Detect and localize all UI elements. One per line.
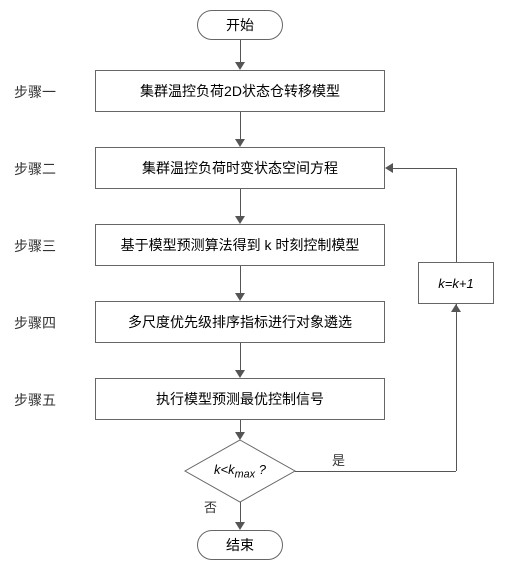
arrowhead-icon xyxy=(235,522,245,530)
end-label: 结束 xyxy=(226,535,254,555)
increment-label: k=k+1 xyxy=(438,276,473,291)
step5-node: 执行模型预测最优控制信号 xyxy=(95,378,385,420)
step-label-2: 步骤二 xyxy=(14,159,56,179)
edge-step4-step5 xyxy=(240,343,241,370)
arrowhead-icon xyxy=(235,139,245,147)
step4-node: 多尺度优先级排序指标进行对象遴选 xyxy=(95,301,385,343)
step5-text: 执行模型预测最优控制信号 xyxy=(156,389,324,409)
edge-right-up-to-inc xyxy=(456,304,457,471)
end-node: 结束 xyxy=(197,530,283,560)
arrowhead-left-icon xyxy=(385,163,393,173)
edge-start-step1 xyxy=(240,40,241,62)
step-label-3: 步骤三 xyxy=(14,236,56,256)
arrowhead-icon xyxy=(235,216,245,224)
edge-step2-step3 xyxy=(240,189,241,216)
arrowhead-icon xyxy=(235,432,245,440)
arrowhead-icon xyxy=(235,62,245,70)
start-node: 开始 xyxy=(197,10,283,40)
step3-text: 基于模型预测算法得到 k 时刻控制模型 xyxy=(121,235,360,255)
step-label-4: 步骤四 xyxy=(14,313,56,333)
edge-step3-step4 xyxy=(240,266,241,293)
step3-node: 基于模型预测算法得到 k 时刻控制模型 xyxy=(95,224,385,266)
edge-step1-step2 xyxy=(240,112,241,139)
branch-no-label: 否 xyxy=(204,497,217,516)
step-label-1: 步骤一 xyxy=(14,82,56,102)
arrowhead-icon xyxy=(235,370,245,378)
edge-inc-left xyxy=(393,168,456,169)
increment-node: k=k+1 xyxy=(418,262,494,304)
step4-text: 多尺度优先级排序指标进行对象遴选 xyxy=(128,312,352,332)
edge-decision-end xyxy=(240,502,241,522)
step2-node: 集群温控负荷时变状态空间方程 xyxy=(95,147,385,189)
edge-decision-right xyxy=(295,471,456,472)
step-label-5: 步骤五 xyxy=(14,390,56,410)
arrowhead-up-icon xyxy=(451,304,461,312)
start-label: 开始 xyxy=(226,15,254,35)
step2-text: 集群温控负荷时变状态空间方程 xyxy=(142,158,338,178)
branch-yes-label: 是 xyxy=(332,450,345,469)
step1-node: 集群温控负荷2D状态仓转移模型 xyxy=(95,70,385,112)
step1-text: 集群温控负荷2D状态仓转移模型 xyxy=(140,81,340,101)
edge-inc-up xyxy=(456,168,457,262)
arrowhead-icon xyxy=(235,293,245,301)
decision-node: k<kmax ? xyxy=(200,450,280,492)
decision-label: k<kmax ? xyxy=(200,450,280,492)
